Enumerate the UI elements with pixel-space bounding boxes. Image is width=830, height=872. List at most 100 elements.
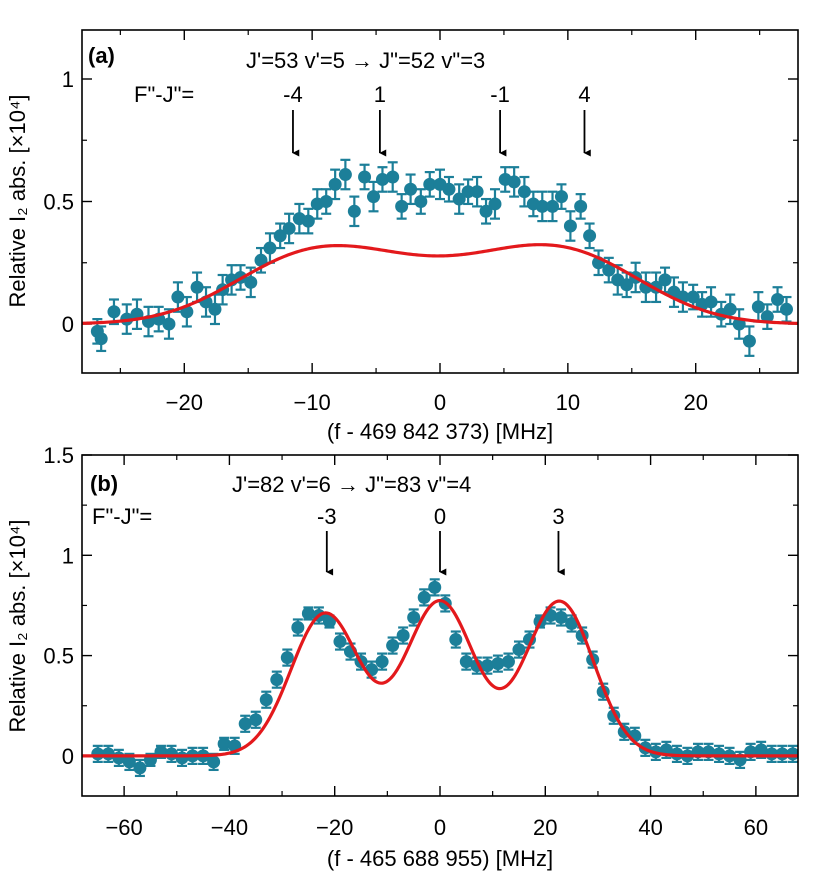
panel-b: −60 −40 −20 0 20 40 60 0 0.5 1 1.5 -3 0 3 (b) J'=82 … <box>5 443 799 871</box>
data-point <box>554 190 568 204</box>
data-point <box>338 168 352 182</box>
data-point <box>512 643 526 657</box>
data-point <box>217 737 231 751</box>
y-tick-label: 0 <box>62 312 74 337</box>
data-point <box>554 610 568 624</box>
data-point <box>501 655 515 669</box>
x-tick-label: 0 <box>434 815 446 840</box>
x-tick-label: 60 <box>744 815 768 840</box>
data-point <box>563 219 577 233</box>
x-tick-label: 40 <box>638 815 662 840</box>
data-point <box>404 182 418 196</box>
data-point <box>244 275 258 289</box>
panel-a-title: J'=53 v'=5 → J"=52 v"=3 <box>246 48 485 73</box>
panel-b-xlabel: (f - 465 688 955) [MHz] <box>327 846 553 871</box>
data-point <box>263 241 277 255</box>
data-point <box>449 633 463 647</box>
panel-a-fit <box>82 243 798 325</box>
data-point <box>428 580 442 594</box>
y-tick-label: 0.5 <box>43 190 74 215</box>
data-point <box>517 185 531 199</box>
data-point <box>470 185 484 199</box>
panel-b-points <box>91 580 798 775</box>
y-tick-label: 1 <box>62 543 74 568</box>
panel-a-f-label: F"-J"= <box>134 82 194 107</box>
data-point <box>208 302 222 316</box>
data-point <box>375 172 389 186</box>
panel-b-fit <box>82 598 798 758</box>
data-point <box>238 717 252 731</box>
panel-a-points <box>90 168 793 348</box>
data-point <box>779 302 793 316</box>
x-tick-label: 20 <box>683 390 707 415</box>
data-point <box>270 673 284 687</box>
panel-b-ylabel: Relative I₂ abs. [×10⁴] <box>5 519 30 732</box>
data-point <box>319 195 333 208</box>
data-point <box>282 221 296 235</box>
data-point <box>322 614 336 628</box>
data-point <box>574 199 588 213</box>
data-point <box>347 204 361 218</box>
x-tick-label: 10 <box>556 390 580 415</box>
data-point <box>328 177 342 191</box>
data-point <box>162 317 176 331</box>
panel-b-markers: -3 0 3 <box>317 504 565 576</box>
marker-label: -1 <box>490 82 510 107</box>
data-point <box>249 713 263 727</box>
panel-a: −20 −10 0 10 20 0 0.5 1 -4 1 -1 4 (a) J'=53 v'=5 →… <box>5 29 799 444</box>
data-point <box>259 693 273 707</box>
data-point <box>754 743 768 757</box>
marker-label: -3 <box>317 504 337 529</box>
data-point <box>133 761 147 775</box>
data-point <box>565 616 579 630</box>
data-point <box>442 182 456 196</box>
panel-a-xlabel: (f - 469 842 373) [MHz] <box>327 419 553 444</box>
panel-b-frame <box>81 454 799 797</box>
data-point <box>171 290 185 304</box>
data-point <box>395 199 409 213</box>
data-point <box>107 305 121 319</box>
data-point <box>122 755 136 769</box>
data-point <box>479 204 493 218</box>
fit-curve <box>82 243 798 325</box>
data-point <box>491 657 505 671</box>
data-point <box>704 295 718 309</box>
data-point <box>207 755 221 769</box>
x-tick-label: −40 <box>211 815 248 840</box>
data-point <box>291 621 305 635</box>
data-point <box>396 629 410 643</box>
y-tick-label: 0 <box>62 744 74 769</box>
panel-a-ylabel: Relative I₂ abs. [×10⁴] <box>5 94 30 307</box>
panel-a-label: (a) <box>88 43 115 68</box>
data-point <box>273 229 287 243</box>
x-tick-label: −20 <box>316 815 353 840</box>
data-point <box>452 192 466 206</box>
x-tick-label: 0 <box>434 390 446 415</box>
marker-label: 1 <box>374 82 386 107</box>
data-point <box>280 651 294 665</box>
y-tick-label: 1 <box>62 67 74 92</box>
data-point <box>417 590 431 604</box>
data-point <box>751 300 765 314</box>
y-tick-label: 1.5 <box>43 443 74 468</box>
data-point <box>423 177 437 191</box>
marker-label: 4 <box>578 82 590 107</box>
data-point <box>459 655 473 669</box>
data-point <box>488 197 502 211</box>
marker-label: 0 <box>434 504 446 529</box>
panel-b-tick-labels: −60 −40 −20 0 20 40 60 0 0.5 1 1.5 <box>43 443 768 840</box>
data-point <box>386 639 400 653</box>
data-point <box>507 175 521 189</box>
data-point <box>723 302 737 316</box>
data-point <box>658 273 672 287</box>
data-point <box>686 290 700 304</box>
x-tick-label: 20 <box>533 815 557 840</box>
data-point <box>358 170 372 184</box>
data-point <box>375 655 389 669</box>
data-point <box>535 199 549 213</box>
marker-label: 3 <box>552 504 564 529</box>
data-point <box>620 278 634 292</box>
x-tick-label: −60 <box>105 815 142 840</box>
data-point <box>414 195 428 208</box>
panel-a-tick-labels: −20 −10 0 10 20 0 0.5 1 <box>43 67 708 415</box>
